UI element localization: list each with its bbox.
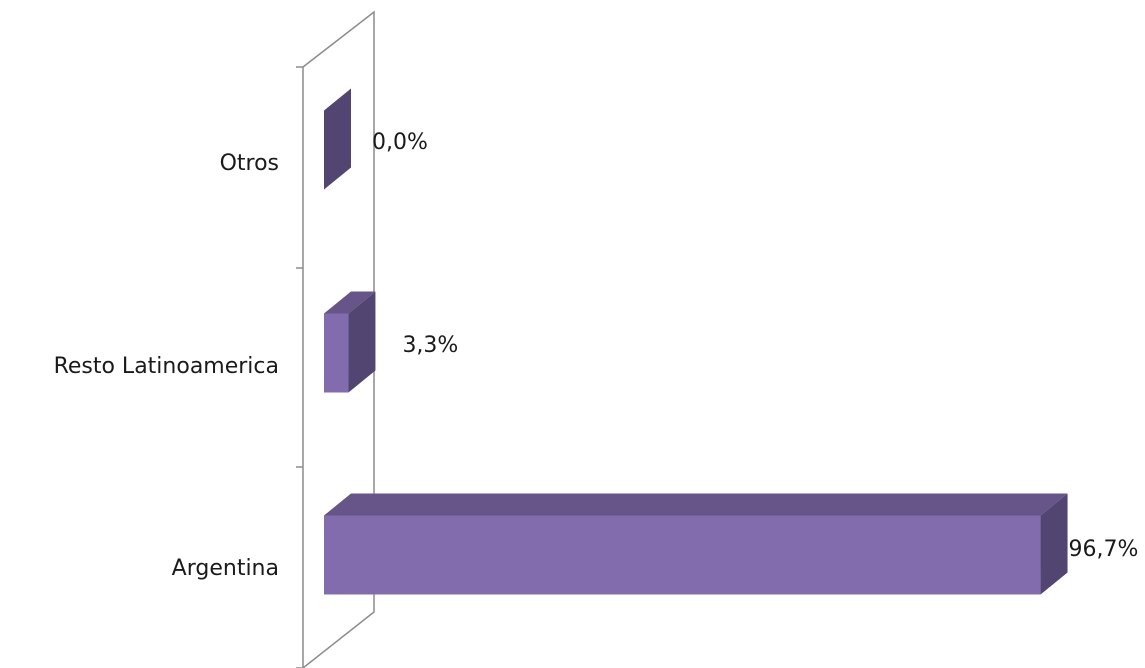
category-label: Resto Latinoamerica: [54, 354, 279, 379]
bar: [324, 515, 1041, 595]
bar-side-face: [1040, 493, 1068, 595]
bar-side-face: [324, 88, 351, 190]
category-label: Argentina: [172, 556, 279, 581]
category-label: Otros: [220, 151, 279, 176]
data-label: 96,7%: [1069, 537, 1139, 562]
data-label: 0,0%: [372, 130, 428, 155]
bar-side-face: [348, 291, 376, 393]
bar: [324, 313, 349, 393]
bar-top-face: [324, 291, 376, 314]
bar-top-face: [324, 493, 1068, 516]
data-label: 3,3%: [402, 333, 458, 358]
